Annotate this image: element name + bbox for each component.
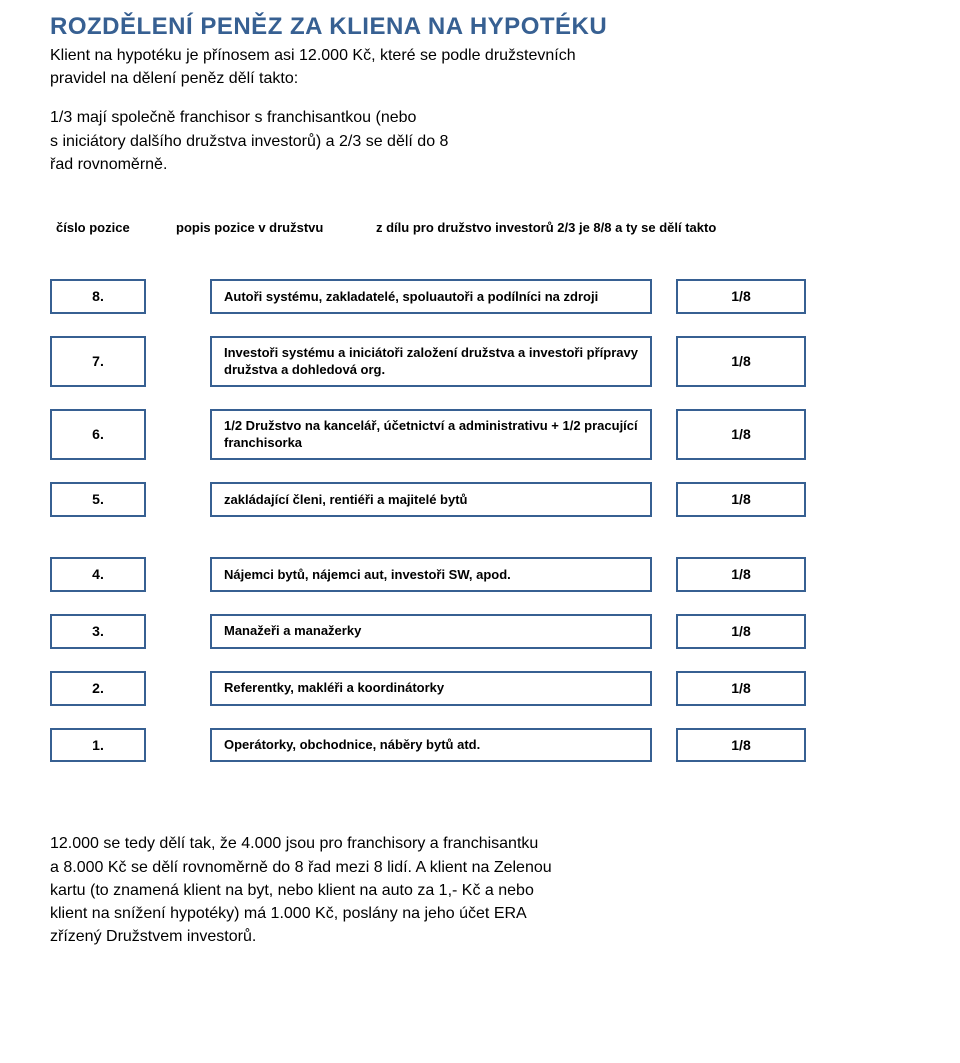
spacer xyxy=(146,557,210,592)
row-description: zakládající členi, rentiéři a majitelé b… xyxy=(210,482,652,517)
row-fraction: 1/8 xyxy=(676,409,806,460)
intro-block: Klient na hypotéku je přínosem asi 12.00… xyxy=(50,44,910,176)
row-fraction: 1/8 xyxy=(676,482,806,517)
spacer xyxy=(652,409,676,460)
table-row: 5. zakládající členi, rentiéři a majitelé… xyxy=(50,482,910,517)
row-number: 7. xyxy=(50,336,146,387)
table-row: 1. Operátorky, obchodnice, náběry bytů at… xyxy=(50,728,910,763)
spacer xyxy=(146,728,210,763)
page: ROZDĚLENÍ PENĚZ ZA KLIENA NA HYPOTÉKU Kl… xyxy=(0,0,960,988)
outro-line: kartu (to znamená klient na byt, nebo kl… xyxy=(50,879,910,902)
spacer xyxy=(146,279,210,314)
row-description: Operátorky, obchodnice, náběry bytů atd. xyxy=(210,728,652,763)
row-description: Referentky, makléři a koordinátorky xyxy=(210,671,652,706)
row-number: 2. xyxy=(50,671,146,706)
row-fraction: 1/8 xyxy=(676,557,806,592)
row-description: Investoři systému a iniciátoři založení … xyxy=(210,336,652,387)
intro-line: Klient na hypotéku je přínosem asi 12.00… xyxy=(50,44,910,67)
row-number: 1. xyxy=(50,728,146,763)
row-fraction: 1/8 xyxy=(676,728,806,763)
intro-line: 1/3 mají společně franchisor s franchisa… xyxy=(50,106,910,129)
col-header-position: číslo pozice xyxy=(50,220,176,235)
col-header-fraction: z dílu pro družstvo investorů 2/3 je 8/8… xyxy=(376,220,910,235)
row-description: Nájemci bytů, nájemci aut, investoři SW,… xyxy=(210,557,652,592)
row-number: 3. xyxy=(50,614,146,649)
intro-line: s iniciátory dalšího družstva investorů)… xyxy=(50,130,910,153)
table-row: 6. 1/2 Družstvo na kancelář, účetnictví a… xyxy=(50,409,910,460)
spacer xyxy=(652,671,676,706)
spacer xyxy=(146,671,210,706)
outro-block: 12.000 se tedy dělí tak, že 4.000 jsou p… xyxy=(50,832,910,948)
spacer xyxy=(652,482,676,517)
column-headers: číslo pozice popis pozice v družstvu z d… xyxy=(50,220,910,235)
page-title: ROZDĚLENÍ PENĚZ ZA KLIENA NA HYPOTÉKU xyxy=(50,12,910,42)
col-header-description: popis pozice v družstvu xyxy=(176,220,376,235)
outro-line: a 8.000 Kč se dělí rovnoměrně do 8 řad m… xyxy=(50,856,910,879)
row-fraction: 1/8 xyxy=(676,336,806,387)
row-number: 5. xyxy=(50,482,146,517)
row-fraction: 1/8 xyxy=(676,614,806,649)
row-description: 1/2 Družstvo na kancelář, účetnictví a a… xyxy=(210,409,652,460)
rows-container: 8. Autoři systému, zakladatelé, spoluauto… xyxy=(50,279,910,785)
spacer xyxy=(652,614,676,649)
table-row: 4. Nájemci bytů, nájemci aut, investoři S… xyxy=(50,557,910,592)
spacer xyxy=(146,482,210,517)
intro-line: řad rovnoměrně. xyxy=(50,153,910,176)
spacer xyxy=(652,728,676,763)
row-description: Manažeři a manažerky xyxy=(210,614,652,649)
spacer xyxy=(146,336,210,387)
table-row: 7. Investoři systému a iniciátoři založen… xyxy=(50,336,910,387)
spacer xyxy=(146,614,210,649)
outro-line: zřízený Družstvem investorů. xyxy=(50,925,910,948)
row-number: 8. xyxy=(50,279,146,314)
table-row: 8. Autoři systému, zakladatelé, spoluauto… xyxy=(50,279,910,314)
intro-line: pravidel na dělení peněz dělí takto: xyxy=(50,67,910,90)
row-fraction: 1/8 xyxy=(676,671,806,706)
row-number: 6. xyxy=(50,409,146,460)
row-fraction: 1/8 xyxy=(676,279,806,314)
row-number: 4. xyxy=(50,557,146,592)
table-row: 3. Manažeři a manažerky 1/8 xyxy=(50,614,910,649)
spacer xyxy=(652,557,676,592)
spacer xyxy=(652,336,676,387)
table-row: 2. Referentky, makléři a koordinátorky 1/8 xyxy=(50,671,910,706)
outro-line: klient na snížení hypotéky) má 1.000 Kč,… xyxy=(50,902,910,925)
spacer xyxy=(652,279,676,314)
row-description: Autoři systému, zakladatelé, spoluautoři… xyxy=(210,279,652,314)
outro-line: 12.000 se tedy dělí tak, že 4.000 jsou p… xyxy=(50,832,910,855)
spacer xyxy=(146,409,210,460)
